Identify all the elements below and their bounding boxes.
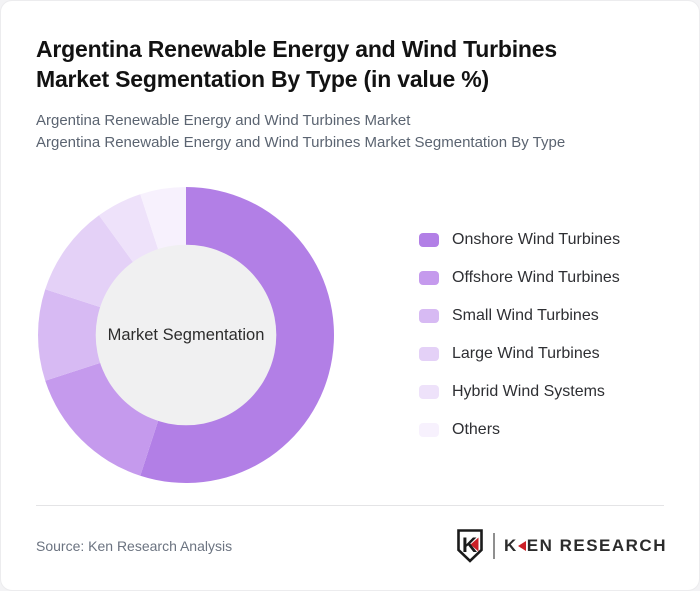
legend-label: Small Wind Turbines (452, 307, 599, 324)
ken-research-logo: K K EN RESEARCH (455, 528, 667, 564)
donut-chart (37, 187, 334, 483)
legend-label: Others (452, 421, 501, 438)
page-title-line-2: Market Segmentation By Type (in value %) (36, 66, 489, 92)
page-title-line-1: Argentina Renewable Energy and Wind Turb… (36, 36, 557, 62)
page-title: Argentina Renewable Energy and Wind Turb… (36, 34, 664, 94)
chart-area: Market Segmentation Onshore Wind Turbine… (36, 185, 620, 485)
legend-swatch (419, 233, 439, 247)
legend-swatch (419, 385, 439, 399)
legend-label: Onshore Wind Turbines (452, 231, 621, 248)
subtitle-line-1: Argentina Renewable Energy and Wind Turb… (36, 112, 411, 129)
legend-swatch (419, 423, 439, 437)
legend-item: Offshore Wind Turbines (419, 267, 620, 289)
ken-research-shield-icon: K (457, 529, 483, 563)
legend-item: Large Wind Turbines (419, 343, 620, 365)
brand-rest: EN RESEARCH (526, 536, 667, 555)
legend-label: Hybrid Wind Systems (452, 383, 605, 400)
brand-name: K EN RESEARCH (504, 536, 667, 556)
badge-letter: K (462, 534, 477, 557)
source-text: Source: Ken Research Analysis (36, 538, 233, 554)
chart-legend: Onshore Wind Turbines Offshore Wind Turbi… (419, 185, 620, 485)
legend-item: Hybrid Wind Systems (419, 381, 620, 403)
subtitle-line-2: Argentina Renewable Energy and Wind Turb… (36, 133, 566, 151)
brand-k: K (503, 536, 518, 555)
logo-separator (492, 533, 495, 559)
footer-divider (36, 505, 664, 506)
legend-item: Others (419, 419, 620, 441)
legend-item: Small Wind Turbines (419, 305, 620, 327)
legend-swatch (419, 347, 439, 361)
legend-item: Onshore Wind Turbines (419, 229, 620, 251)
legend-label: Large Wind Turbines (452, 345, 600, 362)
legend-swatch (419, 271, 439, 285)
legend-swatch (419, 309, 439, 323)
red-triangle-icon (517, 541, 526, 551)
footer: Source: Ken Research Analysis K K EN RES… (36, 528, 667, 564)
page-subtitle: Argentina Renewable Energy and Wind Turb… (36, 110, 664, 153)
donut-chart-container: Market Segmentation (36, 185, 336, 485)
donut-hole (95, 244, 277, 426)
legend-label: Offshore Wind Turbines (452, 269, 620, 286)
